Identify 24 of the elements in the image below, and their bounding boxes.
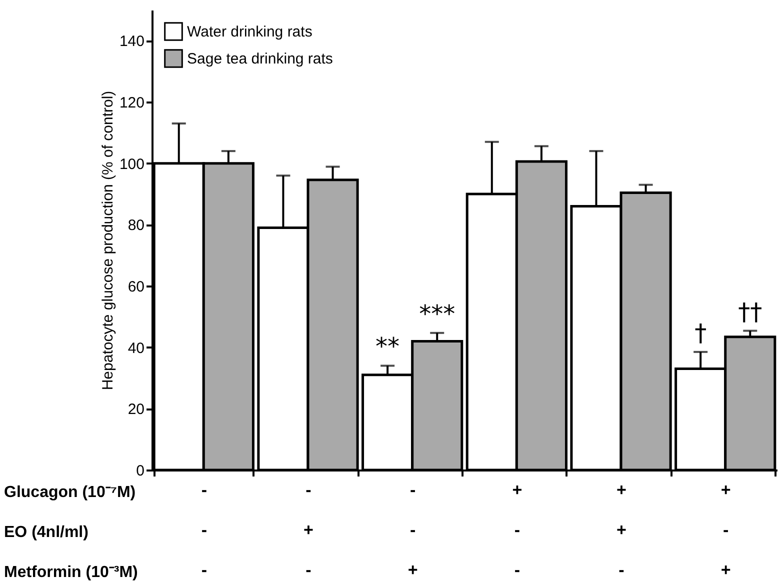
y-axis-title: Hepatocyte glucose production (% of control) [99, 90, 116, 390]
category-label: - - + [408, 480, 418, 580]
category-label: - - - [201, 480, 207, 580]
text: EO (4nl/ml) [4, 524, 88, 541]
y-tick-label: 80 [128, 217, 144, 234]
category-label: + + - [616, 480, 626, 580]
annotation: †† [738, 298, 762, 326]
text: Glucagon (10⁻⁷M) [4, 484, 136, 501]
annotation: *** [419, 300, 456, 328]
category-label: - + - [304, 480, 314, 580]
y-tick-label: 20 [128, 401, 144, 418]
y-tick-label: 40 [128, 340, 144, 357]
y-tick-label: 140 [119, 33, 144, 50]
category-label: + - - [512, 480, 522, 580]
legend-label: Sage tea drinking rats [187, 50, 333, 68]
annotation: † [694, 318, 707, 347]
legend-label: Water drinking rats [187, 24, 312, 40]
annotation: ** [376, 332, 400, 361]
category-label: + - + [720, 480, 731, 580]
y-tick-label: 120 [119, 94, 144, 112]
y-tick-label: 0 [136, 462, 144, 480]
y-tick-label: 60 [128, 278, 144, 296]
text: Metformin (10⁻³M) [4, 564, 138, 581]
y-tick-label: 100 [119, 156, 144, 173]
